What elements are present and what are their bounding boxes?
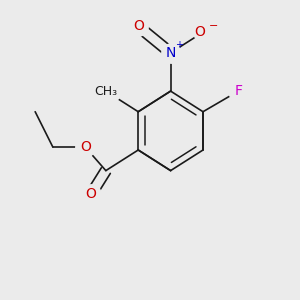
Text: N: N [165,46,176,60]
Text: O: O [80,140,91,154]
Text: −: − [208,21,218,31]
Text: O: O [195,25,206,39]
Text: CH₃: CH₃ [94,85,117,98]
Text: O: O [86,187,97,201]
Text: O: O [133,19,144,33]
Text: F: F [234,84,242,98]
Text: +: + [176,40,183,50]
